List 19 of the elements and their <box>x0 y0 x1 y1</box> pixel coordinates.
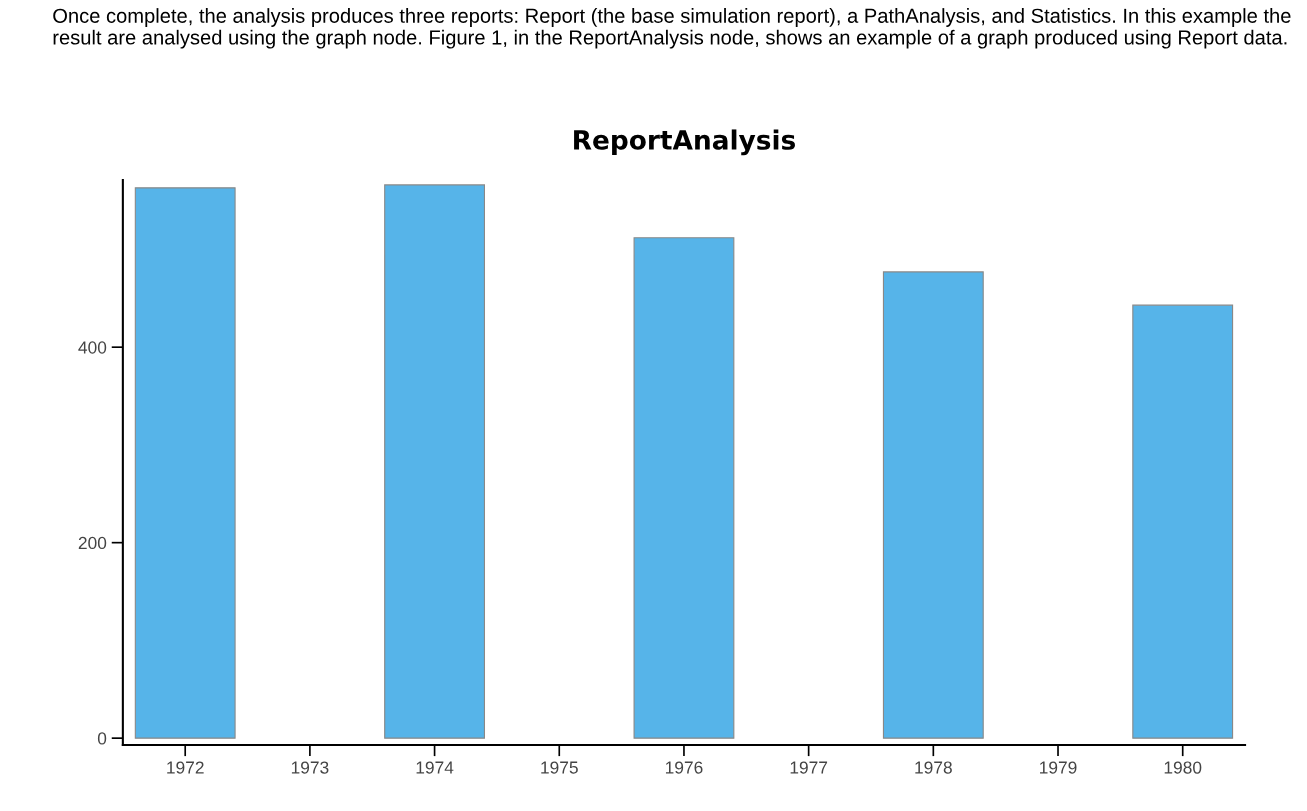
chart-title: ReportAnalysis <box>574 129 795 156</box>
text: Once complete, the analysis produces three reports: Report (the base simulation report), a PathAnalysis, and Statistics. In this example the result are analysed using the graph node. Figure 1, in the ReportAnalysis node, shows an example of a graph produced using Report data. <box>53 8 1291 49</box>
x-tick-label: 1974 <box>416 761 454 774</box>
x-tick-label: 1980 <box>1164 761 1202 774</box>
bar <box>1132 304 1234 739</box>
bar <box>134 187 236 739</box>
y-tick-label: 0 <box>97 732 107 745</box>
bar <box>384 184 486 739</box>
x-tick-label: 1972 <box>167 761 204 774</box>
y-tick-label: 200 <box>78 536 107 550</box>
x-tick-label: 1977 <box>790 761 828 774</box>
x-tick-label: 1973 <box>291 761 329 774</box>
x-tick-label: 1975 <box>541 761 578 774</box>
x-tick-label: 1976 <box>665 761 703 774</box>
bar <box>633 237 735 739</box>
y-tick-label: 400 <box>78 341 107 354</box>
x-tick-label: 1979 <box>1040 761 1077 774</box>
bar <box>882 271 984 739</box>
x-tick-label: 1978 <box>915 761 952 774</box>
